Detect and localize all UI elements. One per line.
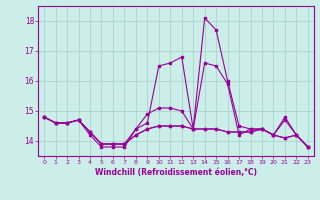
X-axis label: Windchill (Refroidissement éolien,°C): Windchill (Refroidissement éolien,°C): [95, 168, 257, 177]
